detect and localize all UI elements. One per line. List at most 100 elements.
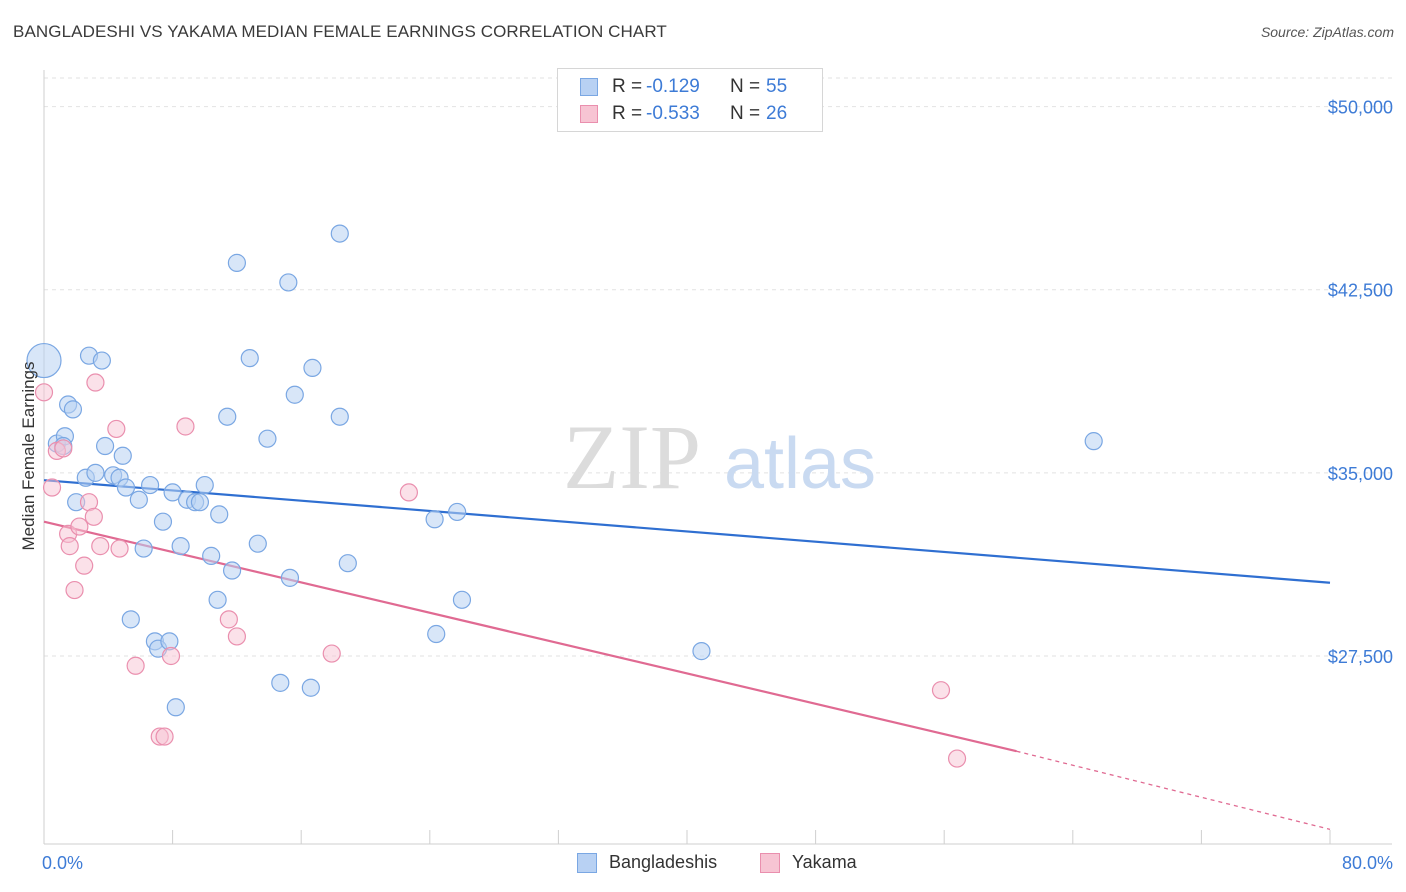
data-point-yakama <box>155 727 174 746</box>
data-point-bangladeshis <box>134 539 153 558</box>
data-point-bangladeshis <box>452 590 472 609</box>
data-point-bangladeshis <box>190 493 210 512</box>
data-point-yakama <box>65 580 84 600</box>
y-tick-label: $35,000 <box>1328 464 1393 484</box>
data-point-yakama <box>176 417 195 436</box>
legend-n-value: 26 <box>766 103 788 124</box>
correlation-legend: R = -0.129 N = 55 R = -0.533 N = 26 <box>557 68 823 132</box>
legend-n-label: N = <box>730 103 761 124</box>
axis-labels: $27,500 $35,000 $42,500 $50,000 0.0% 80.0% <box>42 98 1393 873</box>
data-point-yakama <box>70 517 89 536</box>
x-tick-label-min: 0.0% <box>42 853 83 873</box>
series-yakama <box>34 373 967 768</box>
data-point-yakama <box>227 627 246 646</box>
data-point-yakama <box>75 556 94 575</box>
legend-swatch-pink <box>760 852 780 873</box>
data-point-bangladeshis <box>303 358 322 377</box>
data-point-bangladeshis <box>95 436 115 456</box>
data-point-bangladeshis <box>116 478 136 497</box>
data-point-bangladeshis <box>425 510 444 529</box>
data-point-bangladeshis <box>171 537 190 556</box>
axes <box>43 70 1392 845</box>
legend-n-value: 55 <box>766 76 788 97</box>
legend-item-bangladeshis[interactable]: Bangladeshis <box>577 852 717 873</box>
legend-label-bangladeshis: Bangladeshis <box>609 852 718 872</box>
data-point-bangladeshis <box>248 534 267 553</box>
data-point-bangladeshis <box>86 463 105 482</box>
data-point-bangladeshis <box>285 385 304 404</box>
legend-label-yakama: Yakama <box>792 852 857 872</box>
data-point-bangladeshis <box>301 678 320 697</box>
data-point-bangladeshis <box>330 224 349 243</box>
legend-n-label: N = <box>730 76 761 97</box>
data-point-yakama <box>161 646 181 666</box>
legend-r-value: -0.129 <box>646 76 700 97</box>
legend-swatch-pink <box>580 105 598 123</box>
legend-r-label: R = <box>612 76 643 97</box>
legend-r-label: R = <box>612 103 643 124</box>
series-legend: Bangladeshis Yakama <box>0 852 1406 876</box>
data-point-yakama <box>219 610 238 629</box>
legend-swatch-blue <box>580 78 598 96</box>
data-point-yakama <box>54 439 73 458</box>
series-bangladeshis <box>26 224 1103 717</box>
data-point-bangladeshis <box>26 342 62 379</box>
data-point-yakama <box>399 483 419 502</box>
watermark-atlas: atlas <box>724 424 876 504</box>
data-point-bangladeshis <box>166 698 185 717</box>
data-point-yakama <box>110 539 129 558</box>
data-point-bangladeshis <box>692 642 711 661</box>
data-point-yakama <box>107 419 126 439</box>
data-point-bangladeshis <box>140 475 160 495</box>
data-point-yakama <box>931 681 951 700</box>
legend-item-yakama[interactable]: Yakama <box>760 852 857 873</box>
data-point-yakama <box>84 507 103 526</box>
data-point-bangladeshis <box>210 505 229 524</box>
data-point-yakama <box>42 478 62 497</box>
data-point-bangladeshis <box>113 446 132 465</box>
data-point-bangladeshis <box>63 400 83 419</box>
data-point-bangladeshis <box>208 590 227 609</box>
data-point-yakama <box>947 749 967 768</box>
trend-line-yakama-extension <box>1016 750 1331 830</box>
data-point-bangladeshis <box>427 624 446 644</box>
data-point-bangladeshis <box>280 568 300 587</box>
data-point-bangladeshis <box>1084 432 1103 451</box>
legend-row-yakama: R = -0.533 N = 26 <box>580 102 787 126</box>
data-point-bangladeshis <box>153 512 173 531</box>
y-tick-label: $50,000 <box>1328 98 1393 118</box>
x-tick-label-max: 80.0% <box>1342 853 1393 873</box>
data-point-bangladeshis <box>218 407 237 426</box>
data-point-bangladeshis <box>338 554 357 573</box>
watermark-zip: ZIP <box>563 406 701 508</box>
data-point-bangladeshis <box>271 673 290 692</box>
data-point-bangladeshis <box>448 502 467 522</box>
trend-line-yakama <box>43 520 1017 753</box>
data-point-bangladeshis <box>129 490 148 509</box>
data-point-yakama <box>60 537 79 556</box>
y-axis-label: Median Female Earnings <box>19 362 38 551</box>
y-tick-label: $42,500 <box>1328 281 1393 301</box>
data-point-bangladeshis <box>163 483 182 502</box>
data-point-bangladeshis <box>240 349 259 368</box>
data-point-bangladeshis <box>92 351 111 370</box>
data-point-bangladeshis <box>227 253 246 272</box>
legend-swatch-blue <box>577 852 597 873</box>
data-point-bangladeshis <box>202 546 221 565</box>
data-point-bangladeshis <box>279 273 298 292</box>
data-point-bangladeshis <box>222 561 242 580</box>
data-point-yakama <box>126 656 145 675</box>
data-point-bangladeshis <box>330 407 349 426</box>
chart-title: BANGLADESHI VS YAKAMA MEDIAN FEMALE EARN… <box>13 22 667 41</box>
legend-r-value: -0.533 <box>646 103 700 124</box>
data-point-yakama <box>91 537 110 556</box>
data-point-yakama <box>322 644 341 663</box>
legend-row-bangladeshis: R = -0.129 N = 55 <box>580 75 787 99</box>
trend-line-bangladeshis <box>43 479 1331 584</box>
data-point-bangladeshis <box>258 429 277 448</box>
data-point-bangladeshis <box>121 610 140 629</box>
source-label: Source: ZipAtlas.com <box>1260 24 1394 40</box>
data-point-yakama <box>86 373 105 392</box>
y-tick-label: $27,500 <box>1328 647 1393 667</box>
